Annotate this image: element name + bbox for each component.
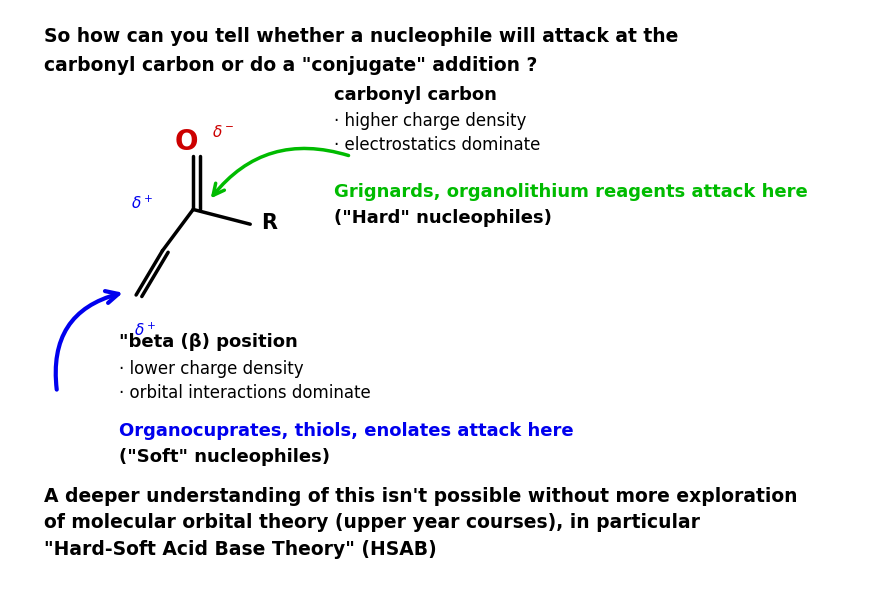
Text: ("Soft" nucleophiles): ("Soft" nucleophiles): [118, 448, 329, 467]
Text: $\delta^-$: $\delta^-$: [212, 123, 234, 140]
Text: carbonyl carbon or do a "conjugate" addition ?: carbonyl carbon or do a "conjugate" addi…: [44, 56, 537, 75]
Text: Grignards, organolithium reagents attack here: Grignards, organolithium reagents attack…: [333, 183, 807, 201]
Text: R: R: [260, 213, 276, 233]
Text: $\delta^+$: $\delta^+$: [133, 322, 156, 339]
Text: · orbital interactions dominate: · orbital interactions dominate: [118, 384, 370, 402]
Text: "beta (β) position: "beta (β) position: [118, 333, 297, 352]
Text: · lower charge density: · lower charge density: [118, 360, 303, 378]
Text: $\delta^+$: $\delta^+$: [132, 195, 153, 212]
Text: · electrostatics dominate: · electrostatics dominate: [333, 136, 539, 154]
Text: A deeper understanding of this isn't possible without more exploration: A deeper understanding of this isn't pos…: [44, 487, 796, 506]
Text: "Hard-Soft Acid Base Theory" (HSAB): "Hard-Soft Acid Base Theory" (HSAB): [44, 540, 436, 559]
Text: carbonyl carbon: carbonyl carbon: [333, 86, 496, 104]
Text: So how can you tell whether a nucleophile will attack at the: So how can you tell whether a nucleophil…: [44, 27, 678, 45]
Text: Organocuprates, thiols, enolates attack here: Organocuprates, thiols, enolates attack …: [118, 422, 573, 440]
Text: of molecular orbital theory (upper year courses), in particular: of molecular orbital theory (upper year …: [44, 513, 699, 532]
Text: · higher charge density: · higher charge density: [333, 112, 525, 130]
Text: O: O: [175, 127, 197, 156]
Text: ("Hard" nucleophiles): ("Hard" nucleophiles): [333, 209, 551, 228]
